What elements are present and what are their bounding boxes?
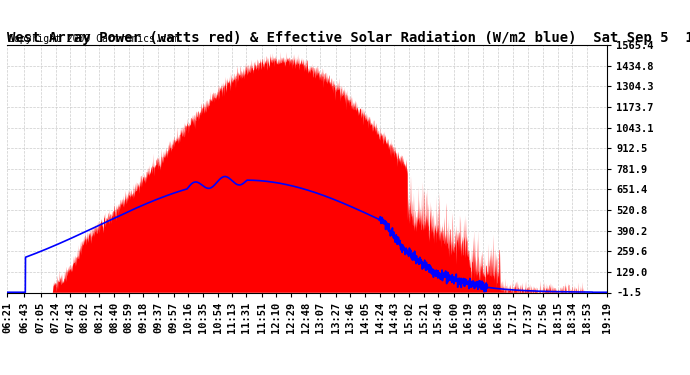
Text: Copyright 2009 Cartronics.com: Copyright 2009 Cartronics.com xyxy=(8,34,179,44)
Text: West Array Power (watts red) & Effective Solar Radiation (W/m2 blue)  Sat Sep 5 : West Array Power (watts red) & Effective… xyxy=(7,31,690,45)
